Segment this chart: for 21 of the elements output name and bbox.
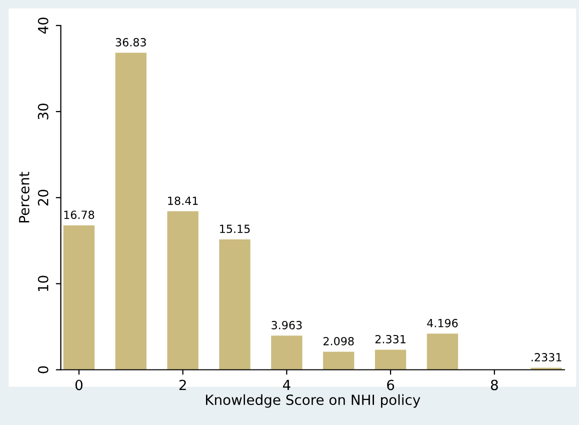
data-label: 2.098 [324, 336, 354, 346]
y-tick-label: 30 [38, 104, 48, 120]
data-label: 36.83 [116, 38, 146, 46]
x-tick-label: 0 [75, 380, 82, 390]
data-label: 18.41 [168, 196, 198, 205]
y-axis-title: Percent [19, 172, 30, 222]
x-axis-title: Knowledge Score on NHI policy [206, 394, 420, 408]
data-label: 16.78 [64, 210, 94, 220]
y-tick-label: 40 [38, 18, 48, 34]
data-label: 15.15 [220, 224, 250, 234]
data-label: 2.331 [375, 334, 406, 344]
y-tick-label: 0 [38, 366, 48, 374]
x-tick-label: 6 [387, 380, 394, 390]
data-label: 3.963 [272, 320, 302, 330]
data-label: .2331 [532, 353, 562, 362]
data-label: 4.196 [427, 318, 458, 328]
y-tick-label: 20 [38, 190, 48, 206]
y-tick-label: 10 [38, 276, 48, 291]
x-tick-label: 2 [179, 380, 186, 390]
x-tick-label: 4 [282, 380, 290, 390]
x-tick-label: 8 [490, 380, 498, 390]
